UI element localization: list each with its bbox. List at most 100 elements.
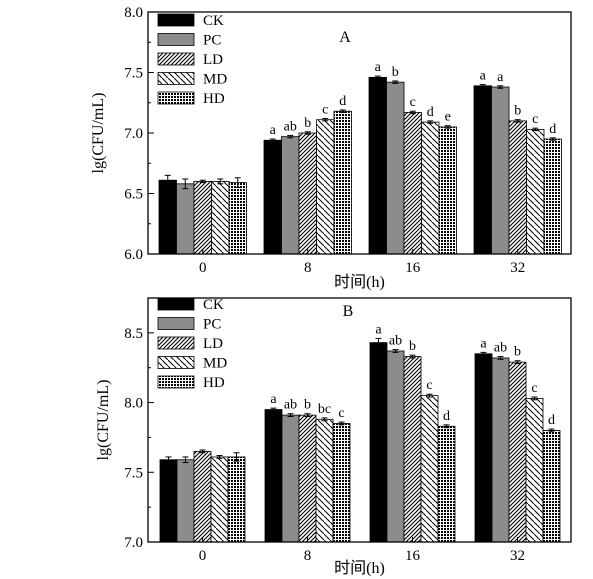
- legend-swatch-ck: [157, 13, 195, 27]
- x-tick-label: 16: [405, 548, 421, 564]
- panel-label: A: [339, 29, 351, 46]
- error-bar: [426, 393, 433, 398]
- error-bar: [182, 178, 189, 190]
- error-bar: [165, 456, 172, 464]
- bar-hd-32: [542, 430, 561, 543]
- bar-ld-32: [508, 120, 527, 255]
- error-bar: [514, 360, 521, 365]
- error-bar: [182, 456, 189, 464]
- bar-ck-0: [159, 459, 178, 543]
- legend-swatch-md: [157, 356, 195, 369]
- y-tick-label: 7.0: [124, 126, 143, 142]
- legend-label: CK: [203, 13, 224, 29]
- error-bar: [548, 428, 555, 433]
- y-tick-label: 8.0: [124, 5, 143, 21]
- legend-label: HD: [203, 91, 225, 107]
- error-bar: [287, 413, 294, 418]
- error-bar: [322, 117, 329, 122]
- significance-letter: a: [497, 70, 504, 85]
- error-bar: [531, 396, 538, 401]
- bar-hd-0: [228, 182, 247, 255]
- legend-label: PC: [203, 317, 221, 333]
- bar-ld-32: [508, 361, 527, 543]
- bar-pc-32: [491, 357, 510, 543]
- error-bar: [375, 337, 382, 348]
- significance-letter: c: [338, 406, 344, 421]
- legend-swatch-pc: [157, 33, 195, 46]
- error-bar: [234, 177, 241, 188]
- bar-pc-16: [386, 350, 405, 543]
- error-bar: [164, 174, 171, 186]
- x-axis-title: 时间(h): [334, 273, 385, 291]
- error-bar: [304, 413, 311, 418]
- error-bar: [392, 349, 399, 353]
- bar-ld-8: [298, 132, 317, 255]
- significance-letter: b: [392, 65, 399, 80]
- bar-pc-8: [281, 136, 300, 255]
- bar-ld-16: [403, 356, 422, 543]
- bar-md-8: [315, 418, 334, 543]
- x-tick-label: 16: [405, 260, 421, 276]
- error-bar: [444, 125, 451, 129]
- bar-md-16: [421, 121, 440, 255]
- significance-letter: d: [443, 409, 450, 424]
- error-bar: [479, 84, 486, 88]
- error-bar: [321, 417, 328, 422]
- legend-label: LD: [203, 336, 223, 352]
- error-bar: [409, 354, 416, 359]
- error-bar: [199, 179, 206, 184]
- bar-md-16: [420, 395, 439, 543]
- significance-letter: ab: [284, 398, 297, 413]
- error-bar: [338, 421, 345, 426]
- x-tick-label: 8: [304, 260, 312, 276]
- significance-letter: b: [514, 104, 521, 119]
- legend-swatch-md: [157, 72, 195, 85]
- error-bar: [392, 80, 399, 84]
- y-tick-label: 7.0: [124, 535, 143, 551]
- significance-letter: a: [480, 69, 487, 84]
- error-bar: [269, 138, 276, 142]
- bar-hd-8: [332, 423, 351, 543]
- y-tick-label: 6.5: [124, 187, 143, 203]
- error-bar: [514, 119, 521, 123]
- legend-label: HD: [203, 375, 225, 391]
- significance-letter: ab: [284, 119, 297, 134]
- significance-letter: d: [549, 122, 556, 137]
- bar-pc-0: [176, 183, 195, 255]
- legend-swatch-pc: [157, 317, 195, 330]
- error-bar: [233, 452, 240, 462]
- bar-hd-0: [227, 456, 246, 543]
- bar-hd-16: [437, 425, 456, 543]
- significance-letter: c: [322, 102, 328, 117]
- bar-ck-32: [473, 85, 492, 255]
- bar-md-32: [525, 397, 544, 543]
- significance-letter: c: [531, 381, 537, 396]
- y-tick-label: 8.0: [124, 396, 143, 412]
- significance-letter: e: [445, 110, 451, 125]
- significance-letter: a: [270, 392, 277, 407]
- error-bar: [304, 131, 311, 135]
- bar-md-0: [210, 456, 229, 543]
- significance-letter: a: [375, 60, 382, 75]
- error-bar: [216, 455, 223, 459]
- legend-swatch-ld: [157, 336, 195, 350]
- x-tick-label: 32: [510, 548, 525, 564]
- significance-letter: ab: [494, 341, 507, 356]
- bar-ck-0: [158, 179, 177, 255]
- legend-label: CK: [203, 297, 224, 313]
- bar-pc-8: [281, 414, 300, 543]
- error-bar: [532, 127, 539, 132]
- error-bar: [199, 449, 206, 454]
- bar-ck-16: [369, 342, 388, 543]
- legend-label: MD: [203, 72, 227, 88]
- significance-letter: c: [532, 112, 538, 127]
- legend: CK PC LD MD HD: [157, 297, 227, 391]
- error-bar: [480, 351, 487, 356]
- bar-hd-16: [438, 126, 457, 255]
- error-bar: [287, 134, 294, 139]
- bar-ld-8: [298, 414, 317, 543]
- legend-label: LD: [203, 52, 223, 68]
- bar-ld-16: [403, 112, 422, 255]
